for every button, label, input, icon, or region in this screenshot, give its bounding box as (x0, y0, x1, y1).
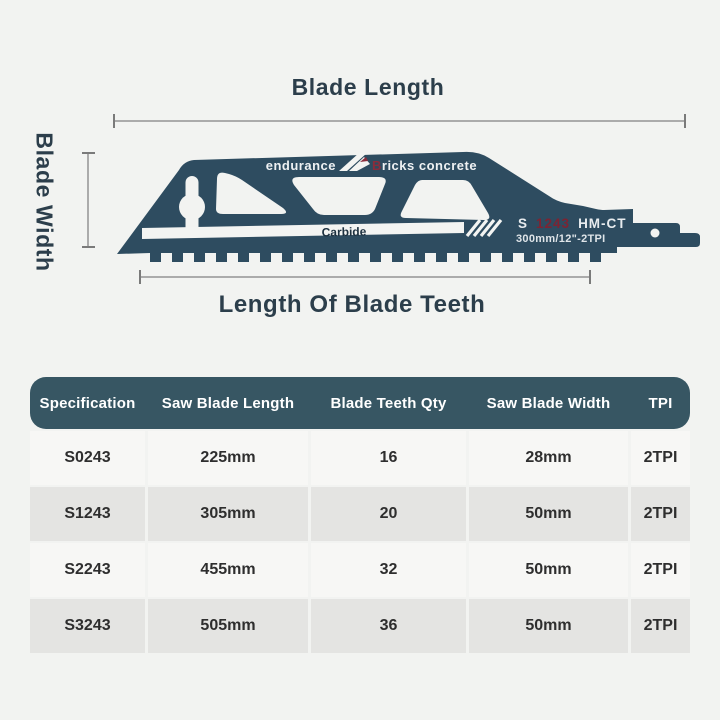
table-cell: 16 (311, 431, 466, 485)
header-cell-specification: Specification (39, 394, 136, 412)
table-cell: 305mm (148, 487, 308, 541)
table-cell: 50mm (469, 487, 628, 541)
table-row: S1243 305mm 20 50mm 2TPI (30, 487, 690, 541)
table-cell: 32 (311, 543, 466, 597)
table-cell: S0243 (30, 431, 145, 485)
header-cell-saw-blade-width: Saw Blade Width (486, 394, 611, 412)
saw-blade-illustration: Carbide endurance Bricks concrete S 1243 H… (117, 151, 700, 262)
carbide-label: Carbide (322, 225, 367, 240)
header-cell-tpi: TPI (648, 394, 673, 412)
carbide-strip (142, 222, 464, 239)
teeth-length-dimension-line (139, 270, 591, 284)
triangle-cutout-3 (400, 180, 490, 220)
table-row: S2243 455mm 32 50mm 2TPI (30, 543, 690, 597)
header-cell-blade-teeth-qty: Blade Teeth Qty (330, 394, 447, 412)
blade-teeth (150, 251, 601, 262)
table-cell: S2243 (30, 543, 145, 597)
blade-width-dimension-line (82, 152, 95, 248)
table-cell: 225mm (148, 431, 308, 485)
blade-width-label: Blade Width (31, 132, 58, 272)
triangle-cutout-1 (216, 172, 287, 214)
spec-table: Specification Saw Blade Length Blade Tee… (30, 377, 690, 653)
brand-text-right: Bricks concrete (372, 158, 477, 173)
brand-text-left: endurance (266, 158, 336, 173)
table-cell: 2TPI (631, 487, 690, 541)
table-row: S3243 505mm 36 50mm 2TPI (30, 599, 690, 653)
size-spec-text: 300mm/12"-2TPI (516, 233, 606, 245)
table-cell: 2TPI (631, 431, 690, 485)
hatch-marks (465, 218, 503, 238)
table-cell: 50mm (469, 543, 628, 597)
table-cell: 28mm (469, 431, 628, 485)
table-cell: 36 (311, 599, 466, 653)
brand-logo-icon (339, 153, 370, 171)
table-row: S0243 225mm 16 28mm 2TPI (30, 431, 690, 485)
blade-length-dimension-line (113, 114, 686, 128)
table-cell: 505mm (148, 599, 308, 653)
keyhole-cutout (179, 176, 205, 238)
table-cell: 2TPI (631, 543, 690, 597)
header-cell-saw-blade-length: Saw Blade Length (161, 394, 295, 412)
table-cell: S1243 (30, 487, 145, 541)
table-header-row: Specification Saw Blade Length Blade Tee… (30, 377, 690, 429)
blade-length-label: Blade Length (291, 74, 445, 100)
table-cell: 50mm (469, 599, 628, 653)
table-cell: S3243 (30, 599, 145, 653)
teeth-length-label: Length Of Blade Teeth (218, 291, 486, 318)
table-cell: 2TPI (631, 599, 690, 653)
triangle-cutout-2 (292, 177, 386, 215)
table-cell: 455mm (148, 543, 308, 597)
tang-hole (650, 228, 660, 238)
table-cell: 20 (311, 487, 466, 541)
model-text: S 1243 HM-CT (518, 216, 627, 231)
